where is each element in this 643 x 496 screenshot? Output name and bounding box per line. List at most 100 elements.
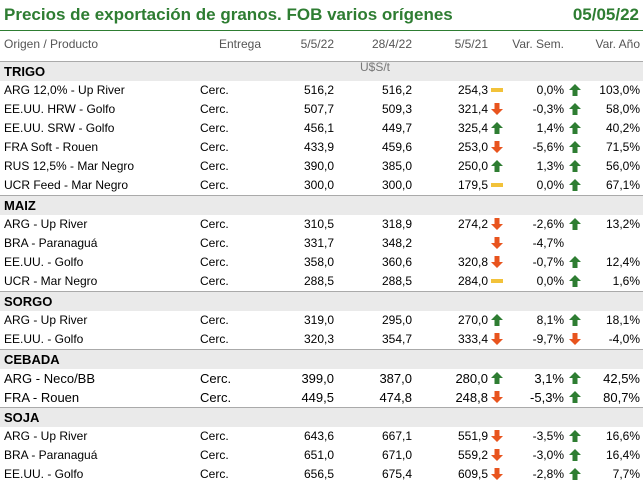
var-year: 67,1% — [605, 178, 640, 192]
product-origin: ARG 12,0% - Up River — [4, 83, 125, 97]
var-week: 1,4% — [536, 121, 564, 135]
unit-label: U$S/t — [360, 60, 391, 74]
section-header-cebada: CEBADA — [0, 349, 643, 369]
header-divider — [0, 30, 643, 31]
price-week-ago: 675,4 — [381, 467, 412, 481]
col-date3: 5/5/21 — [454, 37, 488, 51]
price-week-ago: 360,6 — [381, 255, 412, 269]
arrow-up-icon — [491, 372, 503, 384]
page-title: Precios de exportación de granos. FOB va… — [4, 5, 453, 24]
arrow-down-icon — [491, 218, 503, 230]
price-year-ago: 270,0 — [457, 313, 488, 327]
var-year: 13,2% — [605, 217, 640, 231]
delivery: Cerc. — [200, 121, 229, 135]
var-week: -0,7% — [532, 255, 564, 269]
product-origin: ARG - Up River — [4, 217, 88, 231]
price-current: 399,0 — [301, 371, 334, 386]
var-week: 0,0% — [536, 274, 564, 288]
price-week-ago: 318,9 — [381, 217, 412, 231]
var-year: 12,4% — [605, 255, 640, 269]
price-year-ago: 551,9 — [457, 429, 488, 443]
delivery: Cerc. — [200, 448, 229, 462]
arrow-down-icon — [491, 449, 503, 461]
product-origin: UCR - Mar Negro — [4, 274, 98, 288]
var-week: -5,6% — [532, 140, 564, 154]
price-current: 310,5 — [303, 217, 334, 231]
var-week: -4,7% — [532, 236, 564, 250]
var-year: 16,4% — [605, 448, 640, 462]
price-week-ago: 348,2 — [381, 236, 412, 250]
delivery: Cerc. — [200, 371, 232, 386]
price-week-ago: 459,6 — [381, 140, 412, 154]
price-current: 320,3 — [303, 332, 334, 346]
table-row: ARG - Up River Cerc. 319,0 295,0 270,0 8,1% 18… — [0, 311, 643, 330]
price-year-ago: 609,5 — [457, 467, 488, 481]
price-year-ago: 274,2 — [457, 217, 488, 231]
product-origin: FRA - Rouen — [4, 390, 80, 405]
table-row: FRA Soft - Rouen Cerc. 433,9 459,6 253,0 -5,6… — [0, 138, 643, 157]
col-date2: 28/4/22 — [371, 37, 412, 51]
var-year: 56,0% — [605, 159, 640, 173]
arrow-up-icon — [569, 160, 581, 172]
price-current: 516,2 — [303, 83, 334, 97]
var-week: -3,0% — [532, 448, 564, 462]
var-week: 1,3% — [536, 159, 564, 173]
arrow-up-icon — [491, 314, 503, 326]
section-title: TRIGO — [4, 64, 46, 79]
var-year: 40,2% — [605, 121, 640, 135]
product-origin: EE.UU. - Golfo — [4, 467, 84, 481]
table-row: EE.UU. SRW - Golfo Cerc. 456,1 449,7 325,4 1,… — [0, 119, 643, 138]
price-year-ago: 325,4 — [457, 121, 488, 135]
table-row: EE.UU. - Golfo Cerc. 656,5 675,4 609,5 -2,8% 7… — [0, 465, 643, 484]
var-year: 71,5% — [605, 140, 640, 154]
arrow-up-icon — [569, 122, 581, 134]
var-year: 80,7% — [603, 390, 640, 405]
price-current: 288,5 — [303, 274, 334, 288]
page-header: Precios de exportación de granos. FOB va… — [0, 0, 643, 30]
section-title: CEBADA — [4, 352, 60, 367]
var-week: 8,1% — [536, 313, 564, 327]
price-week-ago: 295,0 — [381, 313, 412, 327]
col-date1: 5/5/22 — [300, 37, 334, 51]
price-current: 319,0 — [303, 313, 334, 327]
var-week: -2,6% — [532, 217, 564, 231]
price-week-ago: 509,3 — [381, 102, 412, 116]
section-title: SORGO — [4, 294, 53, 309]
price-current: 643,6 — [303, 429, 334, 443]
var-year: 1,6% — [612, 274, 640, 288]
var-year: 18,1% — [605, 313, 640, 327]
table-row: FRA - Rouen Cerc. 449,5 474,8 248,8 -5,3% 80,7… — [0, 388, 643, 407]
table-row: EE.UU. - Golfo Cerc. 320,3 354,7 333,4 -9,7% -… — [0, 330, 643, 349]
price-year-ago: 248,8 — [455, 390, 488, 405]
delivery: Cerc. — [200, 217, 229, 231]
table-row: UCR - Mar Negro Cerc. 288,5 288,5 284,0 0,0% 1… — [0, 272, 643, 291]
price-year-ago: 179,5 — [457, 178, 488, 192]
delivery: Cerc. — [200, 313, 229, 327]
section-header-soja: SOJA — [0, 407, 643, 427]
arrow-down-icon — [491, 430, 503, 442]
col-origen: Origen / Producto — [4, 37, 99, 51]
price-current: 651,0 — [303, 448, 334, 462]
price-year-ago: 559,2 — [457, 448, 488, 462]
arrow-down-icon — [491, 333, 503, 345]
table-row: UCR Feed - Mar Negro Cerc. 300,0 300,0 179,5… — [0, 176, 643, 195]
arrow-up-icon — [569, 391, 581, 403]
product-origin: ARG - Up River — [4, 313, 88, 327]
table-row: ARG - Neco/BB Cerc. 399,0 387,0 280,0 3,1% 42,… — [0, 369, 643, 388]
price-year-ago: 320,8 — [457, 255, 488, 269]
var-week: -5,3% — [530, 390, 564, 405]
delivery: Cerc. — [200, 429, 229, 443]
price-year-ago: 253,0 — [457, 140, 488, 154]
delivery: Cerc. — [200, 255, 229, 269]
arrow-up-icon — [569, 275, 581, 287]
table-row: BRA - Paranaguá Cerc. 651,0 671,0 559,2 -3,0%… — [0, 446, 643, 465]
delivery: Cerc. — [200, 274, 229, 288]
delivery: Cerc. — [200, 236, 229, 250]
product-origin: RUS 12,5% - Mar Negro — [4, 159, 135, 173]
product-origin: EE.UU. - Golfo — [4, 332, 84, 346]
price-week-ago: 300,0 — [381, 178, 412, 192]
arrow-up-icon — [569, 256, 581, 268]
price-year-ago: 321,4 — [457, 102, 488, 116]
price-week-ago: 667,1 — [381, 429, 412, 443]
arrow-up-icon — [569, 449, 581, 461]
